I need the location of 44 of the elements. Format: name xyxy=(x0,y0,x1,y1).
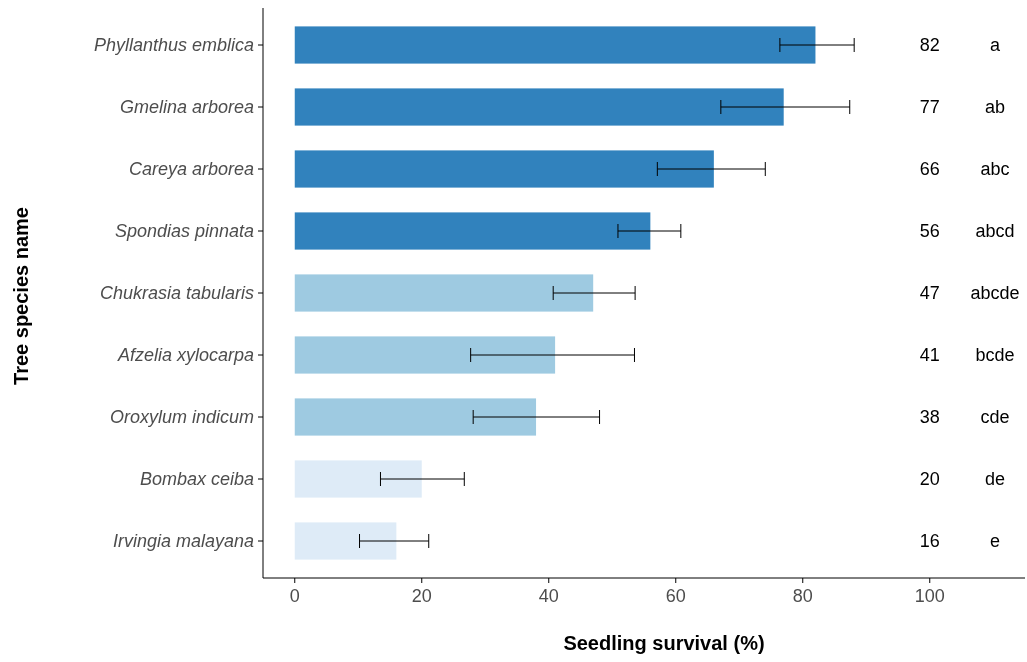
x-tick-label: 80 xyxy=(792,586,813,606)
bar xyxy=(294,274,594,312)
data-label: 38 xyxy=(919,407,940,428)
x-axis-title: Seedling survival (%) xyxy=(563,632,765,654)
bar xyxy=(294,336,556,374)
annotation: cde xyxy=(980,407,1010,428)
bar xyxy=(294,212,651,250)
y-tick-label: Phyllanthus emblica xyxy=(93,35,254,56)
data-label: 20 xyxy=(919,469,940,490)
bar xyxy=(294,88,784,126)
bar xyxy=(294,150,714,188)
y-tick-label: Chukrasia tabularis xyxy=(99,283,254,304)
annotation: abcd xyxy=(975,221,1015,242)
data-label: 16 xyxy=(919,531,940,552)
y-tick-label: Gmelina arborea xyxy=(119,97,254,118)
y-tick-label: Spondias pinnata xyxy=(114,221,254,242)
data-label: 82 xyxy=(919,35,940,56)
bar xyxy=(294,522,397,560)
y-axis-title: Tree species name xyxy=(10,207,32,385)
x-tick-label: 0 xyxy=(289,586,300,606)
annotation: a xyxy=(989,35,1001,56)
data-label: 77 xyxy=(919,97,940,118)
data-label: 56 xyxy=(919,221,940,242)
annotation: de xyxy=(984,469,1006,490)
x-tick-label: 60 xyxy=(665,586,686,606)
x-tick-label: 20 xyxy=(411,586,432,606)
annotation: abc xyxy=(980,159,1010,180)
y-tick-label: Irvingia malayana xyxy=(112,531,254,552)
annotation: ab xyxy=(984,97,1006,118)
data-label: 41 xyxy=(919,345,940,366)
x-tick-label: 40 xyxy=(538,586,559,606)
data-label: 47 xyxy=(919,283,940,304)
annotation: e xyxy=(989,531,1001,552)
x-tick-label: 100 xyxy=(914,586,945,606)
annotation: bcde xyxy=(975,345,1015,366)
y-tick-label: Careya arborea xyxy=(128,159,254,180)
bar xyxy=(294,460,422,498)
bar xyxy=(294,26,816,64)
annotation: abcde xyxy=(970,283,1020,304)
bar xyxy=(294,398,537,436)
y-tick-label: Oroxylum indicum xyxy=(109,407,254,428)
y-tick-label: Afzelia xylocarpa xyxy=(116,345,254,366)
y-tick-label: Bombax ceiba xyxy=(139,469,254,490)
data-label: 66 xyxy=(919,159,940,180)
